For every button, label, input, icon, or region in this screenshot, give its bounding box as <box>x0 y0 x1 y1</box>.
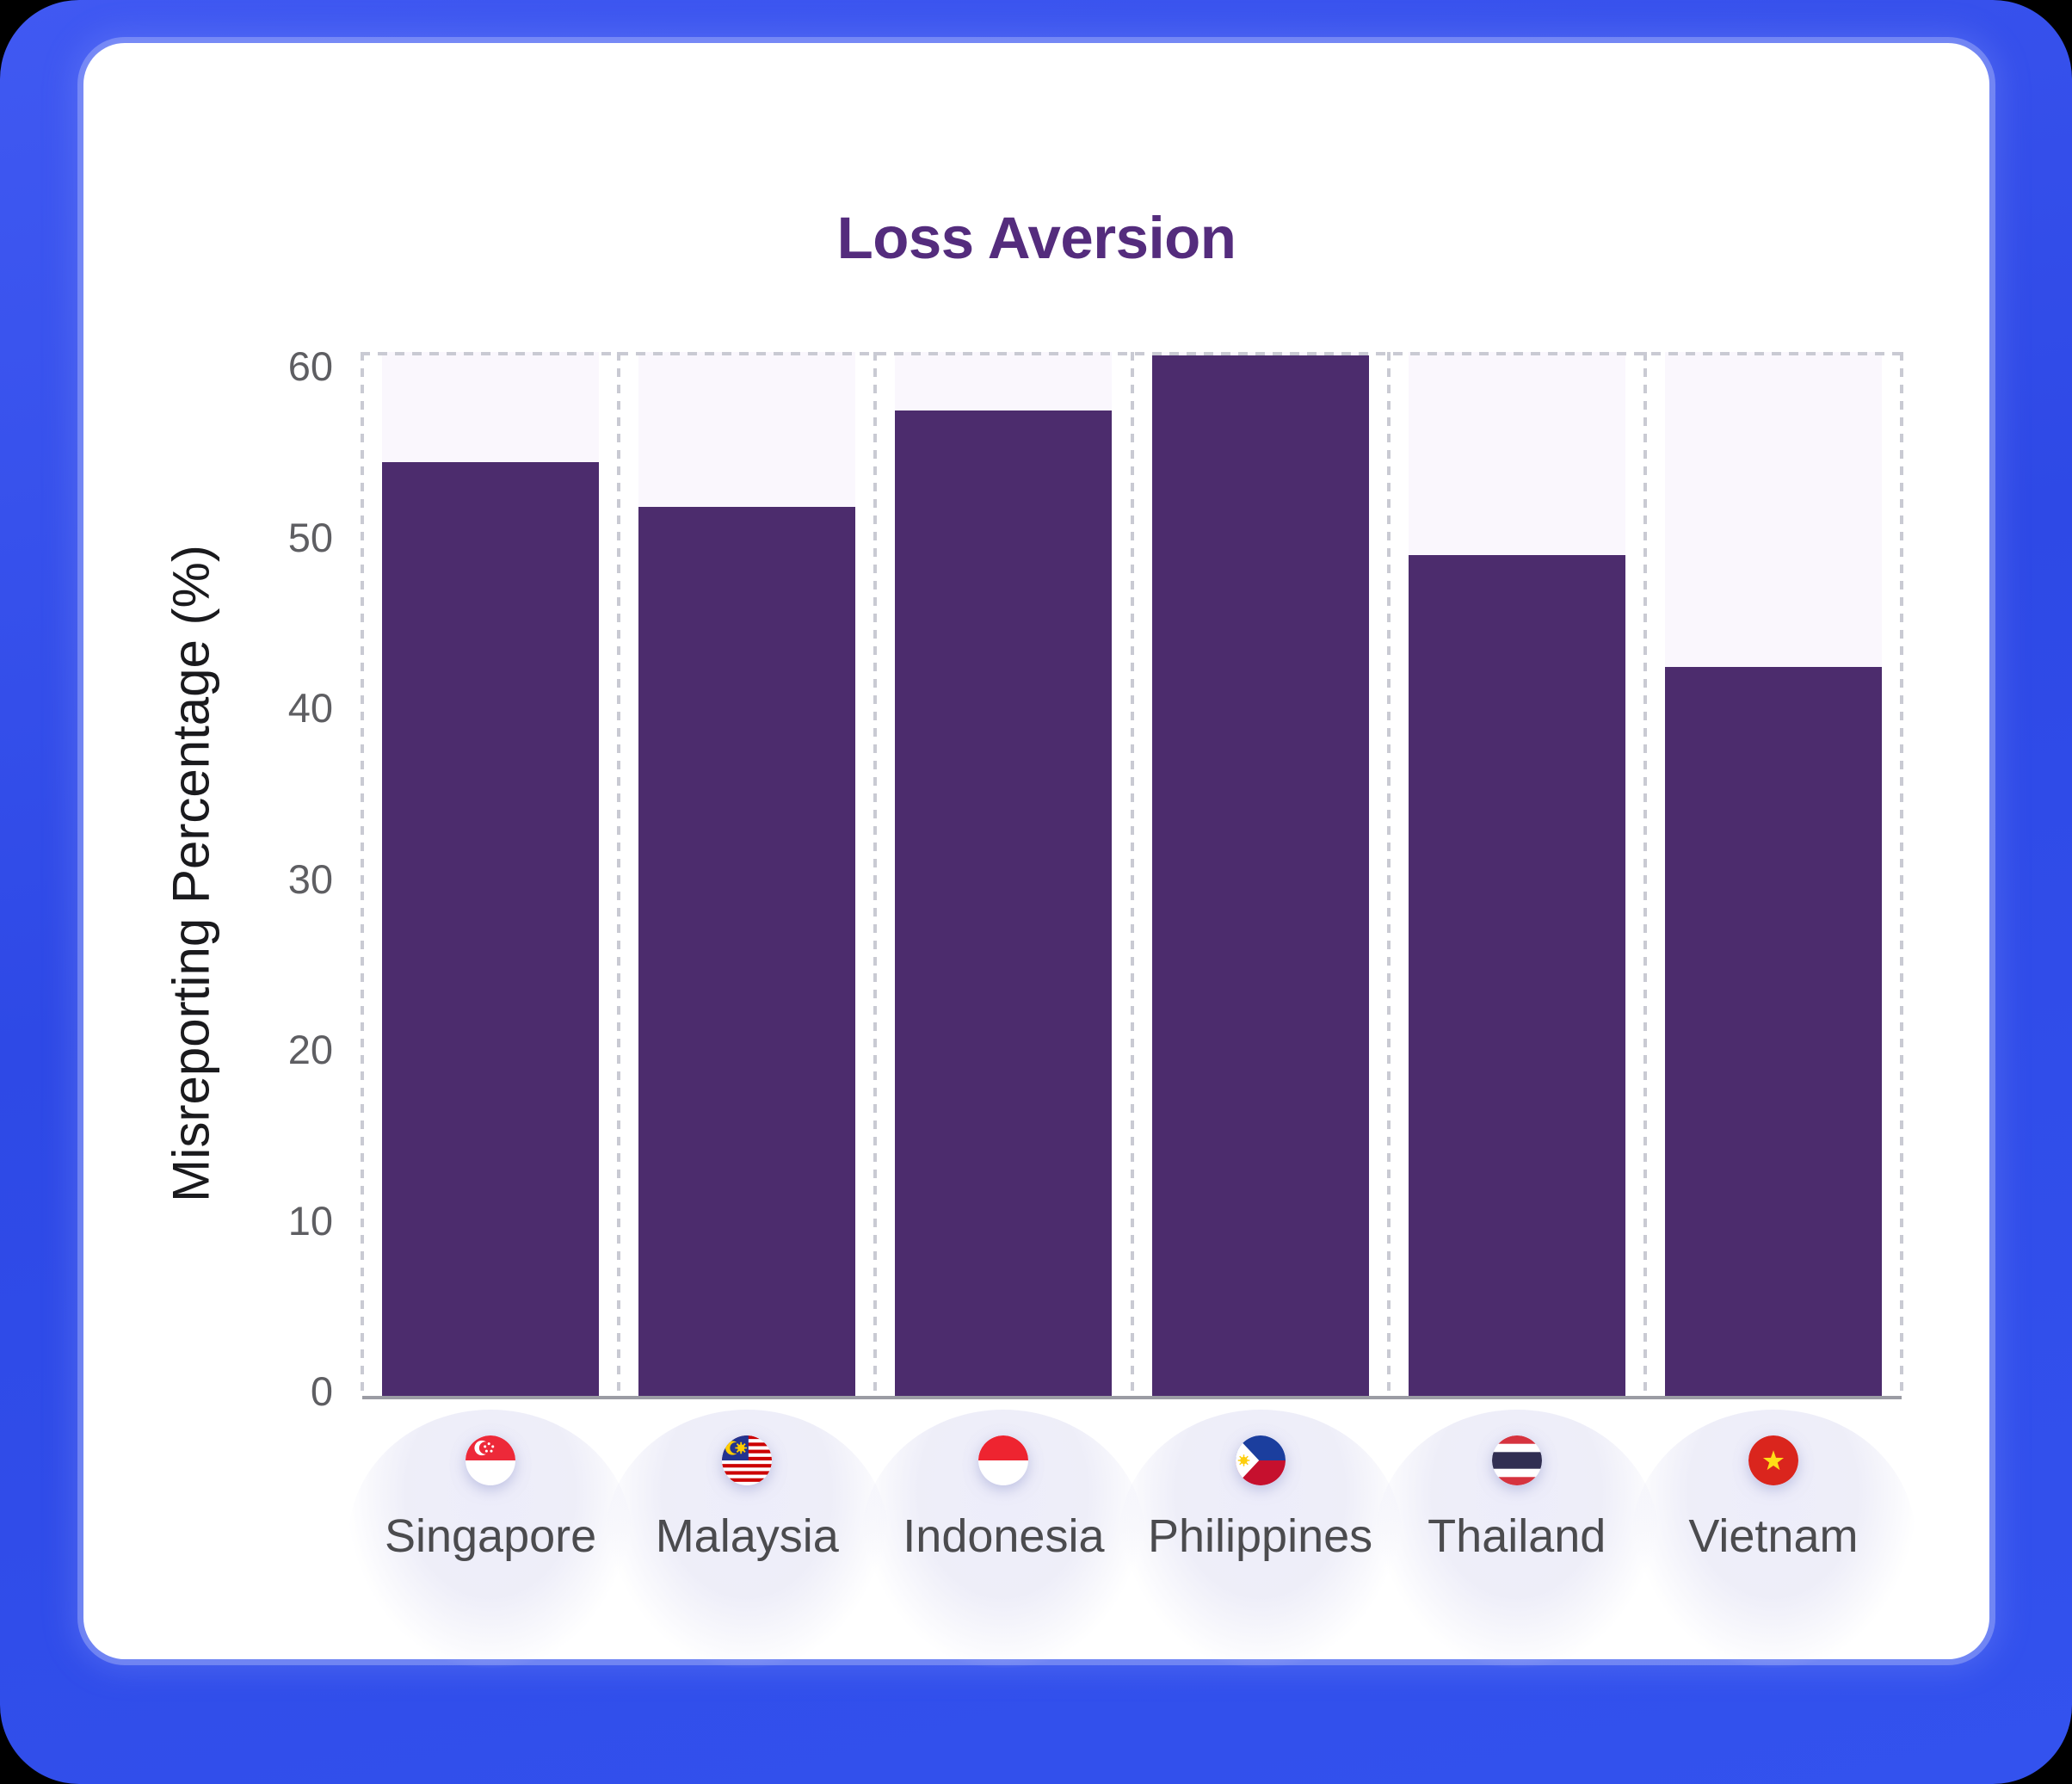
y-tick-label: 60 <box>287 343 333 389</box>
y-tick-label: 20 <box>287 1027 333 1072</box>
x-category-label: Vietnam <box>1688 1510 1859 1562</box>
x-category-label: Indonesia <box>903 1510 1105 1562</box>
philippines-flag-icon <box>1235 1435 1286 1485</box>
x-axis-line <box>362 1396 1902 1399</box>
bar-malaysia[interactable] <box>638 507 856 1396</box>
column-separator <box>1643 352 1647 1396</box>
bar-indonesia[interactable] <box>895 411 1113 1396</box>
top-gridline <box>361 352 1903 355</box>
bar-singapore[interactable] <box>382 462 600 1396</box>
y-tick-label: 40 <box>287 685 333 731</box>
column-separator <box>361 352 364 1396</box>
x-category-label: Singapore <box>384 1510 597 1562</box>
bar-thailand[interactable] <box>1408 555 1625 1396</box>
column-separator <box>873 352 878 1396</box>
vietnam-flag-icon <box>1748 1435 1798 1485</box>
column-separator <box>617 352 621 1396</box>
y-tick-label: 0 <box>310 1368 333 1414</box>
plot-area <box>361 352 1903 1396</box>
x-category-label: Thailand <box>1428 1510 1606 1562</box>
thailand-flag-icon <box>1491 1435 1542 1485</box>
x-category-label: Malaysia <box>655 1510 839 1562</box>
x-category-label: Philippines <box>1147 1510 1373 1562</box>
bar-vietnam[interactable] <box>1664 667 1882 1396</box>
column-separator <box>1900 352 1903 1396</box>
bar-philippines[interactable] <box>1151 355 1369 1396</box>
malaysia-flag-icon <box>722 1435 773 1485</box>
y-tick-label: 30 <box>287 855 333 902</box>
y-tick-label: 50 <box>287 514 333 560</box>
singapore-flag-icon <box>466 1435 516 1485</box>
chart-card: Loss Aversion Misreporting Percentage (%… <box>83 43 1989 1668</box>
indonesia-flag-icon <box>978 1435 1029 1485</box>
chart-title: Loss Aversion <box>836 205 1236 272</box>
column-separator <box>1386 352 1391 1396</box>
column-separator <box>1130 352 1134 1396</box>
y-tick-label: 10 <box>287 1197 333 1244</box>
